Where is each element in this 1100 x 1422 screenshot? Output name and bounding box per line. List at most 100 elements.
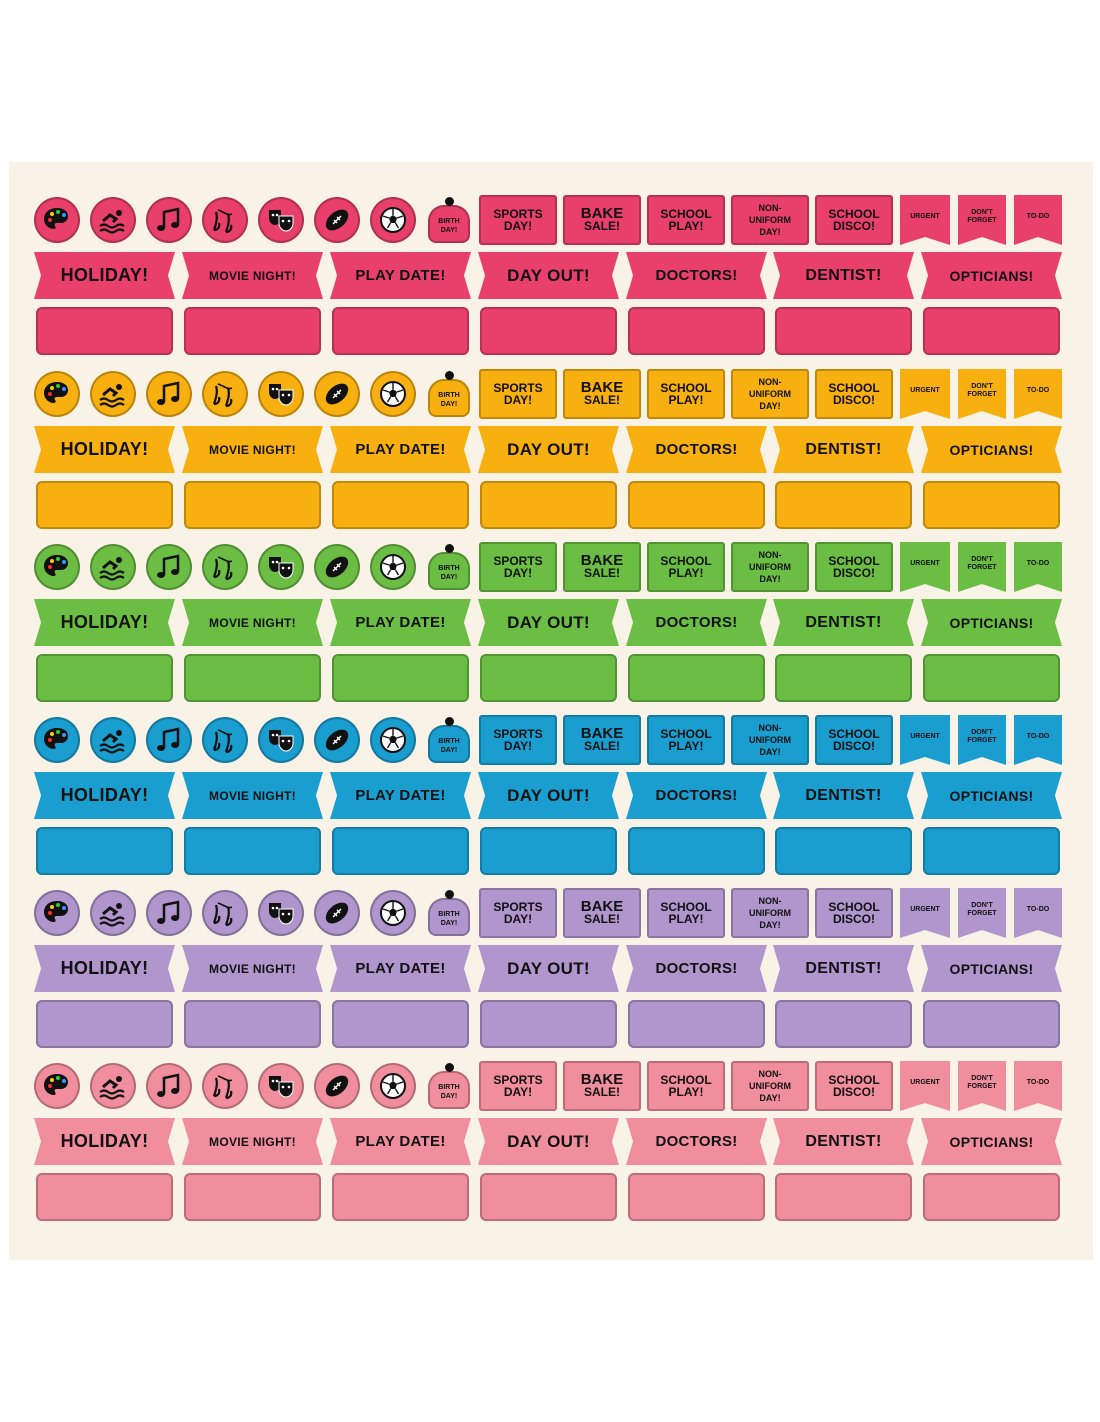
banner-sticker: HOLIDAY! [34,945,175,992]
label-sticker: SCHOOL PLAY! [647,369,725,419]
banner-sticker: DENTIST! [773,1118,914,1165]
flag-sticker: DON'T FORGET [958,369,1006,419]
banner-sticker: DENTIST! [773,426,914,473]
banner-sticker: DAY OUT! [478,426,619,473]
label-sticker: SPORTS DAY! [479,195,557,245]
soccer-ball-icon [370,717,416,763]
label-sticker: NON- UNIFORM DAY! [731,369,809,419]
swimmer-icon [90,544,136,590]
banner-sticker: DAY OUT! [478,945,619,992]
blank-sticker [332,307,469,355]
blank-sticker [184,307,321,355]
blank-sticker [628,654,765,702]
banner-sticker: HOLIDAY! [34,1118,175,1165]
flag-sticker: DON'T FORGET [958,715,1006,765]
theatre-masks-icon [258,717,304,763]
birthday-cupcake-sticker: BIRTH DAY! [426,369,472,419]
label-sticker: SCHOOL PLAY! [647,195,725,245]
football-icon [314,890,360,936]
sticker-band: BIRTH DAY! SPORTS DAY! BAKE SALE! SCHOOL PLAY! N… [34,195,1074,357]
label-sticker: NON- UNIFORM DAY! [731,715,809,765]
palette-icon [34,371,80,417]
flag-sticker: DON'T FORGET [958,1061,1006,1111]
music-note-icon [146,717,192,763]
blank-sticker [184,1000,321,1048]
theatre-masks-icon [258,544,304,590]
banner-sticker: MOVIE NIGHT! [182,772,323,819]
blank-sticker [775,1000,912,1048]
blank-sticker [36,827,173,875]
palette-icon [34,197,80,243]
banner-sticker: DOCTORS! [626,252,767,299]
flag-sticker: URGENT [900,542,950,592]
label-sticker: BAKE SALE! [563,542,641,592]
theatre-masks-icon [258,890,304,936]
blank-sticker [332,1173,469,1221]
banner-sticker: DAY OUT! [478,252,619,299]
swimmer-icon [90,890,136,936]
label-sticker: SCHOOL PLAY! [647,888,725,938]
flag-sticker: TO-DO [1014,369,1062,419]
soccer-ball-icon [370,890,416,936]
banner-sticker: DAY OUT! [478,772,619,819]
label-sticker: SCHOOL DISCO! [815,1061,893,1111]
blank-sticker [923,827,1060,875]
sticker-sheet: BIRTH DAY! SPORTS DAY! BAKE SALE! SCHOOL PLAY! N… [9,162,1093,1260]
blank-sticker [923,1173,1060,1221]
sticker-band: BIRTH DAY! SPORTS DAY! BAKE SALE! SCHOOL PLAY! N… [34,369,1074,531]
sticker-band: BIRTH DAY! SPORTS DAY! BAKE SALE! SCHOOL PLAY! N… [34,542,1074,704]
blank-sticker [628,827,765,875]
banner-sticker: HOLIDAY! [34,599,175,646]
banner-sticker: HOLIDAY! [34,252,175,299]
blank-sticker [923,1000,1060,1048]
flag-sticker: TO-DO [1014,715,1062,765]
label-sticker: SPORTS DAY! [479,888,557,938]
music-note-icon [146,890,192,936]
label-sticker: SCHOOL DISCO! [815,715,893,765]
label-sticker: SCHOOL PLAY! [647,542,725,592]
label-sticker: SCHOOL DISCO! [815,542,893,592]
blank-sticker [628,481,765,529]
blank-sticker [775,654,912,702]
blank-sticker [775,827,912,875]
banner-sticker: MOVIE NIGHT! [182,426,323,473]
banner-sticker: DOCTORS! [626,945,767,992]
banner-sticker: HOLIDAY! [34,426,175,473]
sticker-band: BIRTH DAY! SPORTS DAY! BAKE SALE! SCHOOL PLAY! N… [34,1061,1074,1223]
blank-sticker [480,827,617,875]
ballet-shoes-icon [202,544,248,590]
label-sticker: BAKE SALE! [563,888,641,938]
banner-sticker: MOVIE NIGHT! [182,945,323,992]
sticker-band: BIRTH DAY! SPORTS DAY! BAKE SALE! SCHOOL PLAY! N… [34,715,1074,877]
blank-sticker [332,654,469,702]
palette-icon [34,717,80,763]
flag-sticker: DON'T FORGET [958,542,1006,592]
blank-sticker [332,481,469,529]
label-sticker: SPORTS DAY! [479,715,557,765]
banner-sticker: OPTICIANS! [921,772,1062,819]
banner-sticker: MOVIE NIGHT! [182,599,323,646]
flag-sticker: TO-DO [1014,195,1062,245]
blank-sticker [480,307,617,355]
label-sticker: SPORTS DAY! [479,1061,557,1111]
banner-sticker: HOLIDAY! [34,772,175,819]
flag-sticker: URGENT [900,1061,950,1111]
swimmer-icon [90,717,136,763]
ballet-shoes-icon [202,717,248,763]
theatre-masks-icon [258,197,304,243]
blank-sticker [36,1173,173,1221]
blank-sticker [628,1173,765,1221]
swimmer-icon [90,371,136,417]
flag-sticker: DON'T FORGET [958,888,1006,938]
music-note-icon [146,1063,192,1109]
football-icon [314,1063,360,1109]
blank-sticker [775,1173,912,1221]
label-sticker: NON- UNIFORM DAY! [731,1061,809,1111]
soccer-ball-icon [370,371,416,417]
blank-sticker [332,827,469,875]
blank-sticker [775,307,912,355]
banner-sticker: OPTICIANS! [921,426,1062,473]
label-sticker: SCHOOL PLAY! [647,1061,725,1111]
blank-sticker [184,481,321,529]
flag-sticker: URGENT [900,888,950,938]
